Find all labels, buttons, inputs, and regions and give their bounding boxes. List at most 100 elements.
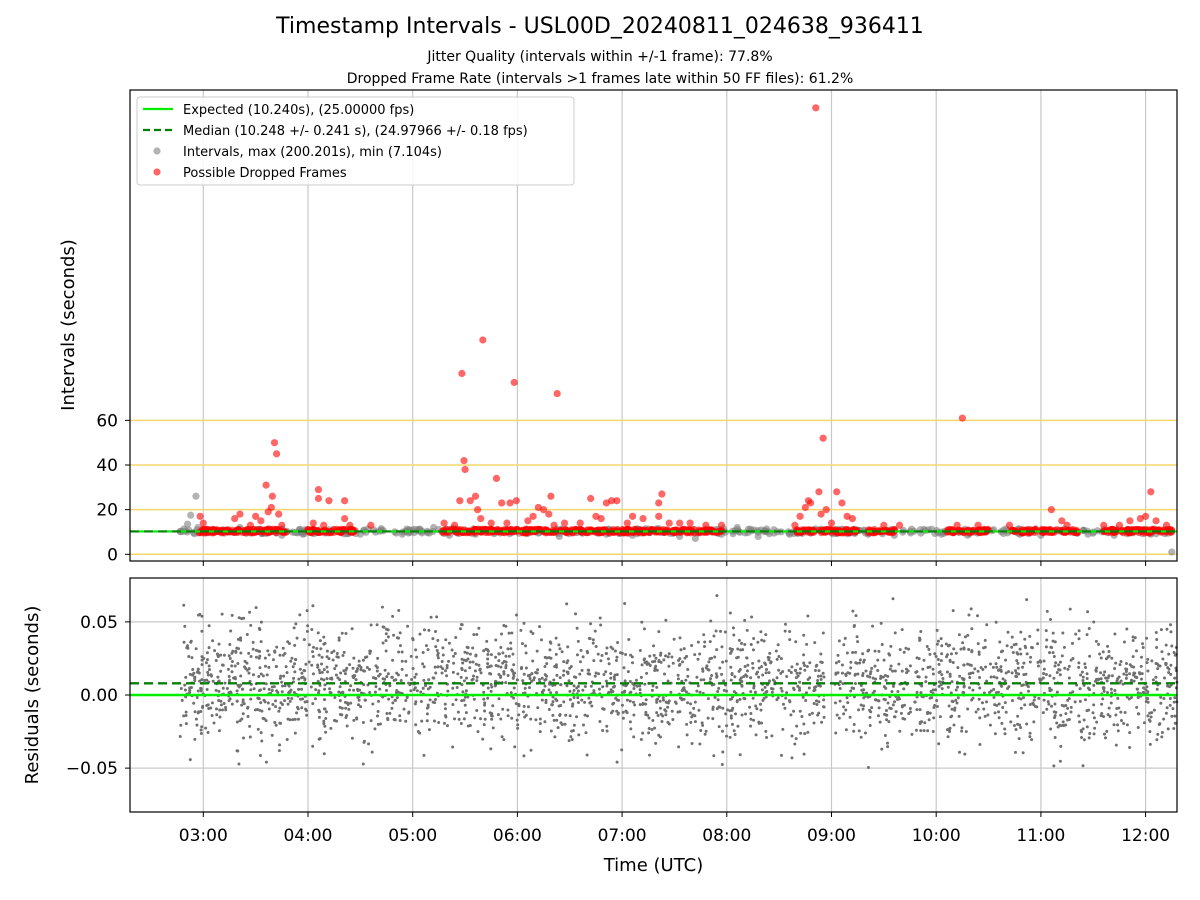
residual-point — [764, 671, 768, 675]
residual-point — [697, 708, 701, 712]
residual-point — [404, 673, 408, 677]
residual-point — [817, 669, 821, 673]
residual-point — [881, 675, 885, 679]
residual-point — [427, 628, 431, 632]
residual-point — [581, 655, 585, 659]
residual-point — [565, 670, 569, 674]
residual-point — [713, 695, 717, 699]
residual-point — [514, 702, 518, 706]
residual-point — [528, 677, 532, 681]
residual-point — [515, 718, 519, 722]
residual-point — [285, 671, 289, 675]
residual-point — [354, 670, 358, 674]
residual-point — [938, 715, 942, 719]
dropped-frame-point — [262, 481, 270, 489]
residual-point — [258, 628, 262, 632]
residual-point — [1000, 721, 1004, 725]
residual-point — [555, 690, 559, 694]
dropped-frame-point — [503, 519, 511, 527]
residual-point — [779, 753, 783, 757]
residual-point — [543, 720, 547, 724]
residual-point — [631, 700, 635, 704]
residual-point — [849, 666, 853, 670]
residual-point — [883, 674, 887, 678]
residual-point — [820, 661, 824, 665]
residual-point — [770, 690, 774, 694]
residual-point — [280, 684, 284, 688]
residual-point — [1125, 627, 1129, 631]
residual-point — [904, 646, 908, 650]
residual-point — [937, 680, 941, 684]
residual-point — [486, 696, 490, 700]
residual-point — [535, 649, 539, 653]
residual-point — [1122, 640, 1126, 644]
residual-point — [728, 611, 732, 615]
residual-point — [219, 703, 223, 707]
residual-point — [845, 696, 849, 700]
residual-point — [743, 618, 747, 622]
residual-point — [851, 609, 855, 613]
residual-point — [849, 689, 853, 693]
residual-point — [846, 701, 850, 705]
residual-point — [368, 651, 372, 655]
residual-point — [1064, 704, 1068, 708]
residual-point — [805, 665, 809, 669]
residual-point — [534, 718, 538, 722]
residual-point — [868, 675, 872, 679]
residual-point — [768, 651, 772, 655]
residual-point — [293, 662, 297, 666]
dropped-frame-point — [1058, 517, 1066, 525]
residual-point — [658, 699, 662, 703]
dropped-frame-point — [574, 526, 582, 534]
residual-point — [427, 678, 431, 682]
residual-point — [661, 698, 665, 702]
residual-point — [969, 607, 973, 611]
top-axes-frame — [129, 89, 1178, 562]
dropped-frame-point — [466, 497, 474, 505]
residual-point — [1042, 698, 1046, 702]
residual-point — [292, 626, 296, 630]
residual-point — [266, 649, 270, 653]
residual-point — [214, 688, 218, 692]
residual-point — [653, 726, 657, 730]
residual-point — [1172, 700, 1176, 704]
dropped-frame-point — [676, 519, 684, 527]
residual-point — [1124, 676, 1128, 680]
residual-point — [1092, 732, 1096, 736]
residual-point — [516, 723, 520, 727]
residual-point — [391, 658, 395, 662]
residual-point — [441, 646, 445, 650]
residual-point — [749, 690, 753, 694]
residual-point — [206, 670, 210, 674]
bottom-x-tick-label: 06:00 — [493, 826, 542, 846]
residual-point — [466, 695, 470, 699]
residual-point — [1022, 661, 1026, 665]
residual-point — [451, 702, 455, 706]
residual-point — [854, 661, 858, 665]
residual-point — [426, 687, 430, 691]
residual-point — [230, 660, 234, 664]
residual-point — [183, 683, 187, 687]
residual-point — [1016, 661, 1020, 665]
residual-point — [1102, 732, 1106, 736]
residual-point — [421, 686, 425, 690]
residual-point — [263, 700, 267, 704]
residual-point — [1014, 669, 1018, 673]
residual-point — [958, 674, 962, 678]
residual-point — [900, 628, 904, 632]
residual-point — [876, 658, 880, 662]
residual-point — [354, 678, 358, 682]
residual-point — [433, 697, 437, 701]
residual-point — [188, 672, 192, 676]
residual-point — [1061, 723, 1065, 727]
residual-point — [289, 659, 293, 663]
residual-point — [259, 620, 263, 624]
residual-point — [651, 660, 655, 664]
residual-point — [228, 642, 232, 646]
residual-point — [296, 707, 300, 711]
residual-point — [198, 679, 202, 683]
residual-point — [770, 734, 774, 738]
residual-point — [1018, 723, 1022, 727]
residual-point — [759, 630, 763, 634]
residual-point — [921, 667, 925, 671]
